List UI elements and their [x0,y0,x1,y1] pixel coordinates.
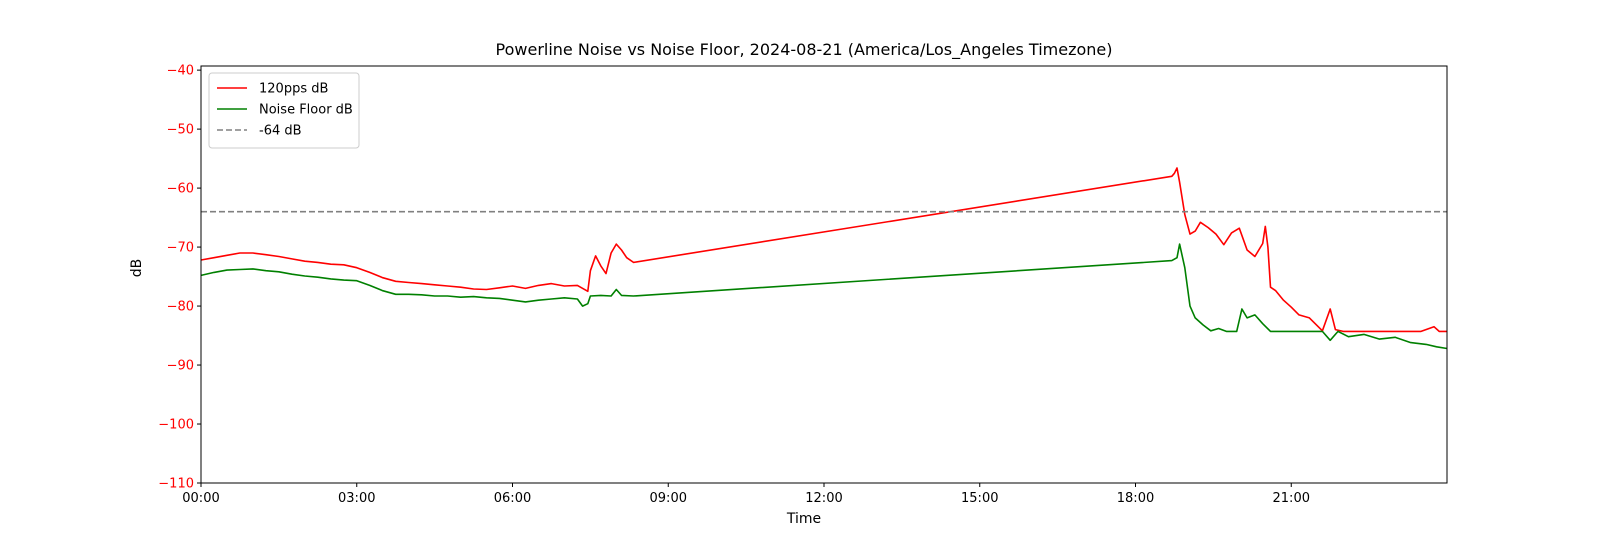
x-tick-label: 21:00 [1273,491,1310,506]
series-line-1 [200,243,1448,350]
y-tick-label: −110 [158,477,194,492]
x-tick-label: 03:00 [338,491,375,506]
plot-area [200,65,1448,484]
y-axis-label: dB [129,259,145,278]
x-axis: 00:00 03:00 06:00 09:00 12:00 15:00 18:00 21:00 [182,483,1310,506]
x-tick-label: 09:00 [650,491,687,506]
x-tick-label: 18:00 [1117,491,1154,506]
legend-label-2: -64 dB [259,124,302,139]
y-tick-label: −50 [167,123,194,138]
y-tick-label: −60 [167,182,194,197]
chart-title: Powerline Noise vs Noise Floor, 2024-08-… [496,40,1113,60]
y-tick-label: −70 [167,241,194,256]
y-tick-label: −90 [167,359,194,374]
x-tick-label: 15:00 [961,491,998,506]
legend-label-1: Noise Floor dB [259,103,353,118]
y-axis: −40 −50 −60 −70 −80 −90 −100 −110 [158,64,201,492]
y-tick-label: −40 [167,64,194,79]
series-layer [200,167,1448,350]
x-tick-label: 12:00 [805,491,842,506]
y-tick-label: −80 [167,300,194,315]
x-tick-label: 06:00 [494,491,531,506]
legend: 120pps dB Noise Floor dB -64 dB [208,72,360,149]
legend-label-0: 120pps dB [259,82,328,97]
x-axis-label: Time [786,511,821,527]
series-line-0 [200,167,1447,333]
y-tick-label: −100 [158,418,194,433]
x-tick-label: 00:00 [182,491,219,506]
plot-frame [200,65,1448,484]
